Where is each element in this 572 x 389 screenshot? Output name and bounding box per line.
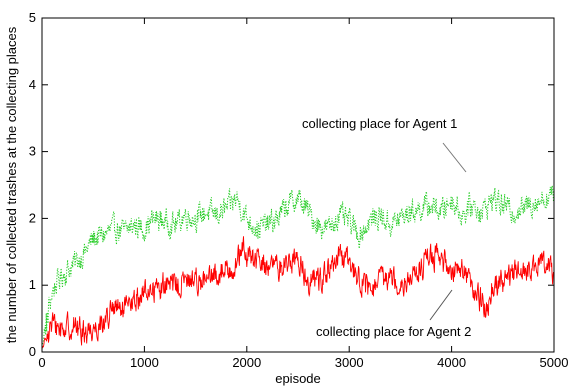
plot-frame	[41, 17, 555, 353]
x-tick-label-3: 3000	[335, 355, 364, 370]
annotation-agent-2: collecting place for Agent 2	[316, 324, 471, 339]
y-tick-label-0: 0	[29, 344, 36, 359]
x-axis-label: episode	[275, 371, 321, 386]
series-line-2	[41, 236, 555, 349]
y-tick-label-5: 5	[29, 10, 36, 25]
x-tick-label-2: 2000	[232, 355, 261, 370]
y-tick-label-2: 2	[29, 210, 36, 225]
annotation-leader-agent-2	[429, 289, 453, 321]
y-axis-label: the number of collected trashes at the c…	[4, 26, 19, 343]
y-tick-label-3: 3	[29, 144, 36, 159]
y-tick-label-1: 1	[29, 277, 36, 292]
ticks-layer: 0 1000 2000 3000 4000 5000 0 1 2 3 4 5	[29, 10, 569, 370]
y-tick-label-4: 4	[29, 77, 36, 92]
x-tick-label-5: 5000	[540, 355, 569, 370]
x-tick-label-0: 0	[38, 355, 45, 370]
annotation-agent-1: collecting place for Agent 1	[302, 116, 457, 131]
annotation-leader-agent-1	[442, 142, 467, 173]
x-tick-label-1: 1000	[130, 355, 159, 370]
series-layer	[41, 185, 555, 349]
x-tick-label-4: 4000	[437, 355, 466, 370]
series-line-1	[41, 185, 555, 347]
